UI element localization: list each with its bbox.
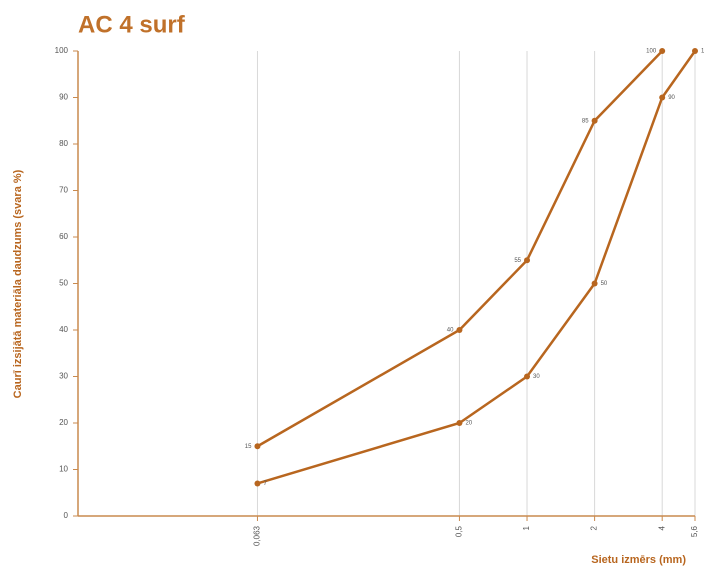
point bbox=[254, 480, 261, 487]
y-tick-label: 0 bbox=[64, 511, 69, 520]
data-label: 100 bbox=[646, 49, 657, 55]
y-tick-label: 20 bbox=[59, 418, 68, 427]
x-tick-label: 1 bbox=[522, 525, 531, 530]
y-tick-label: 100 bbox=[55, 46, 69, 55]
x-tick-label: 0,5 bbox=[455, 525, 464, 537]
y-tick-label: 40 bbox=[59, 325, 68, 334]
chart-title: AC 4 surf bbox=[78, 11, 186, 38]
data-label: 40 bbox=[447, 328, 454, 334]
point bbox=[591, 280, 598, 287]
data-label: 20 bbox=[465, 421, 472, 427]
y-tick-label: 70 bbox=[59, 186, 68, 195]
x-tick-label: 2 bbox=[590, 525, 599, 530]
y-tick-label: 30 bbox=[59, 372, 68, 381]
data-label: 30 bbox=[533, 374, 540, 380]
x-tick-label: 4 bbox=[657, 525, 666, 530]
y-tick-label: 60 bbox=[59, 232, 68, 241]
point bbox=[456, 327, 463, 333]
data-label: 55 bbox=[514, 258, 521, 264]
x-tick-label: 5,6 bbox=[690, 525, 699, 537]
point bbox=[524, 373, 531, 380]
y-tick-label: 80 bbox=[59, 139, 68, 148]
y-tick-label: 90 bbox=[59, 93, 68, 102]
x-axis-label: Sietu izmērs (mm) bbox=[591, 554, 686, 566]
data-label: 85 bbox=[582, 118, 589, 124]
data-label: 7 bbox=[263, 481, 267, 487]
point bbox=[254, 443, 261, 450]
point bbox=[659, 94, 666, 101]
point bbox=[456, 420, 463, 426]
data-label: 90 bbox=[668, 95, 675, 101]
x-tick-label: 0,063 bbox=[253, 525, 262, 546]
y-axis-label: Caurī izsijātā materiāla daudzums (svara… bbox=[12, 169, 24, 398]
y-tick-label: 50 bbox=[59, 279, 68, 288]
point bbox=[591, 117, 598, 124]
point bbox=[524, 257, 531, 264]
line bbox=[257, 50, 697, 485]
data-label: 100 bbox=[701, 49, 704, 55]
point bbox=[692, 48, 698, 54]
point bbox=[659, 48, 666, 54]
y-tick-label: 10 bbox=[59, 465, 68, 474]
data-label: 50 bbox=[601, 281, 608, 287]
data-label: 15 bbox=[245, 444, 252, 450]
